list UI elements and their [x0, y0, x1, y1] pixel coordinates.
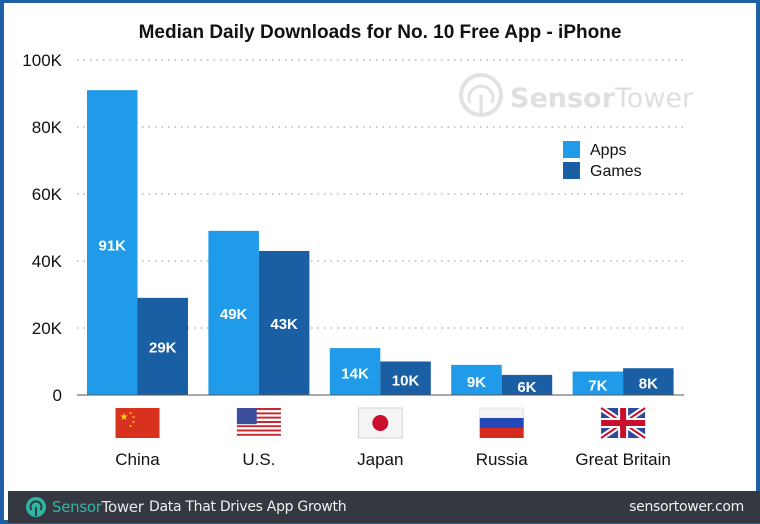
uk-flag-icon — [599, 405, 647, 441]
category-flags: ★ — [115, 405, 647, 441]
y-tick-label: 60K — [32, 185, 63, 204]
y-axis-ticks: 0 20K 40K 60K 80K 100K — [22, 51, 62, 405]
bar-value-label: 7K — [588, 377, 607, 394]
bar-value-label: 8K — [639, 376, 658, 393]
legend-label-games: Games — [590, 163, 642, 180]
bar-apps — [87, 90, 138, 396]
russia-flag-icon — [479, 407, 525, 438]
us-flag-icon — [236, 408, 281, 438]
svg-text:★: ★ — [120, 412, 129, 423]
chart: Median Daily Downloads for No. 10 Free A… — [22, 22, 694, 469]
sensortower-logo-icon — [26, 497, 46, 517]
footer-website-link[interactable]: sensortower.com — [629, 499, 744, 515]
watermark-part1: Sensor — [510, 83, 616, 114]
legend-swatch-games — [563, 162, 580, 179]
bar-value-label: 91K — [98, 237, 126, 254]
china-flag-icon: ★ — [115, 408, 160, 438]
legend-swatch-apps — [563, 141, 580, 158]
legend-label-apps: Apps — [590, 142, 626, 159]
footer-bar: SensorTower Data That Drives App Growth … — [8, 491, 760, 523]
y-tick-label: 40K — [32, 252, 63, 271]
bar-value-label: 10K — [392, 372, 420, 389]
bar-games — [623, 368, 674, 395]
y-tick-label: 100K — [22, 51, 62, 70]
chart-frame: Median Daily Downloads for No. 10 Free A… — [4, 3, 760, 523]
japan-flag-icon — [357, 407, 403, 439]
x-axis-labels: China U.S. Japan Russia Great Britain — [115, 450, 671, 469]
bar-apps — [572, 371, 624, 395]
footer-brand-part2: Tower — [101, 498, 144, 516]
y-tick-label: 0 — [53, 386, 62, 405]
x-tick-label: U.S. — [242, 450, 275, 469]
x-tick-label: China — [115, 450, 160, 469]
bar-value-label: 43K — [270, 316, 298, 333]
bar-games — [501, 374, 553, 395]
x-tick-label: Japan — [357, 450, 403, 469]
sensortower-logo-icon — [459, 73, 503, 117]
bar-games — [380, 361, 431, 395]
y-tick-label: 80K — [32, 118, 63, 137]
bar-value-label: 29K — [149, 339, 177, 356]
footer-tagline: Data That Drives App Growth — [149, 499, 347, 515]
bar-apps — [208, 230, 259, 395]
x-tick-label: Russia — [476, 450, 529, 469]
svg-text:SensorTower: SensorTower — [510, 83, 694, 114]
bar-apps — [329, 348, 381, 395]
legend: Apps Games — [563, 141, 642, 180]
bar-apps — [451, 364, 502, 395]
bar-games — [258, 250, 310, 395]
bar-value-label: 9K — [467, 374, 486, 391]
footer-brand-part1: Sensor — [52, 498, 102, 516]
bar-value-label: 6K — [517, 379, 536, 396]
bar-games — [137, 297, 188, 395]
x-tick-label: Great Britain — [575, 450, 670, 469]
footer-brand: SensorTower — [52, 498, 144, 516]
bars: 91K 29K 49K 43K 14K 10K 9K 6K 7K 8K — [87, 90, 674, 396]
chart-title: Median Daily Downloads for No. 10 Free A… — [139, 22, 622, 43]
y-tick-label: 20K — [32, 319, 63, 338]
sensortower-watermark: SensorTower — [459, 73, 694, 117]
bar-value-label: 49K — [220, 306, 248, 323]
watermark-part2: Tower — [614, 83, 694, 114]
bar-value-label: 14K — [341, 366, 369, 383]
